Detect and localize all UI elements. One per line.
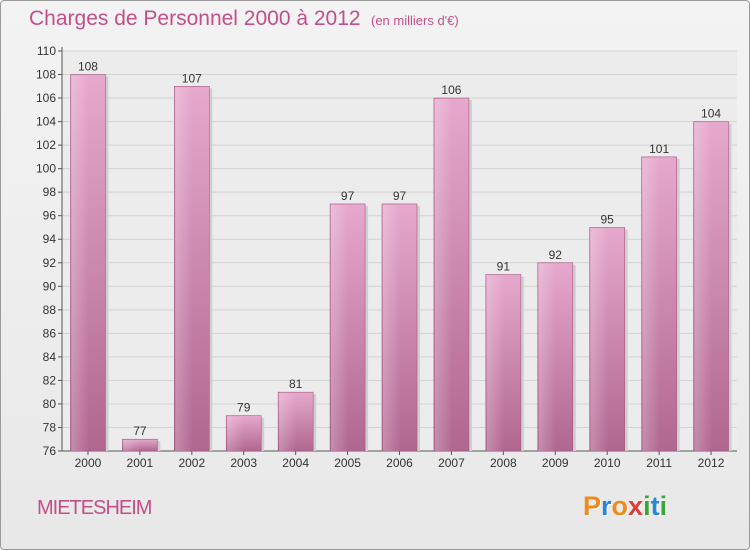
- y-tick-label: 82: [43, 373, 57, 387]
- logo-letter: r: [601, 491, 612, 521]
- proxiti-logo[interactable]: Proxiti: [583, 491, 667, 522]
- value-label-2001: 77: [133, 424, 147, 438]
- logo-letter: i: [659, 491, 668, 521]
- y-tick-label: 100: [36, 162, 56, 176]
- value-label-2000: 108: [78, 60, 98, 74]
- labels-layer: 108 2000 77 2001 107 2002 79 2003 81 2004 97 2005 97…: [75, 60, 725, 470]
- y-tick-label: 110: [37, 44, 56, 58]
- x-tick-label-2012: 2012: [698, 456, 725, 470]
- bar-highlight: [642, 157, 661, 451]
- y-tick-label: 78: [43, 420, 57, 434]
- value-label-2002: 107: [182, 71, 202, 85]
- logo-letter: P: [583, 491, 602, 521]
- x-tick-label-2002: 2002: [178, 456, 205, 470]
- bar-highlight: [486, 275, 505, 451]
- bar-highlight: [590, 228, 609, 451]
- value-label-2003: 79: [237, 401, 251, 415]
- value-label-2007: 106: [441, 83, 461, 97]
- x-tick-label-2004: 2004: [282, 456, 309, 470]
- value-label-2004: 81: [289, 377, 303, 391]
- bar-highlight: [123, 440, 141, 451]
- y-tick-label: 106: [36, 91, 56, 105]
- y-tick-label: 98: [43, 185, 57, 199]
- y-tick-label: 104: [36, 115, 56, 129]
- bar-highlight: [175, 87, 193, 451]
- x-tick-label-2011: 2011: [646, 456, 672, 470]
- x-tick-label-2003: 2003: [230, 456, 257, 470]
- bar-highlight: [279, 393, 297, 451]
- value-label-2010: 95: [601, 212, 615, 226]
- x-tick-label-2007: 2007: [438, 456, 465, 470]
- x-tick-label-2008: 2008: [490, 456, 517, 470]
- value-label-2011: 101: [649, 142, 669, 156]
- y-tick-label: 86: [43, 326, 57, 340]
- x-tick-label-2010: 2010: [594, 456, 621, 470]
- value-label-2009: 92: [549, 248, 563, 262]
- x-tick-label-2009: 2009: [542, 456, 569, 470]
- bars-layer: [70, 74, 732, 452]
- value-label-2008: 91: [497, 260, 511, 274]
- y-tick-label: 96: [43, 209, 57, 223]
- y-tick-label: 102: [36, 138, 56, 152]
- bar-highlight: [227, 416, 245, 451]
- y-tick-label: 92: [43, 256, 57, 270]
- y-tick-label: 88: [43, 303, 57, 317]
- bar-highlight: [383, 204, 401, 451]
- chart-title: Charges de Personnel 2000 à 2012: [29, 7, 361, 30]
- value-label-2005: 97: [341, 189, 355, 203]
- x-tick-label-2000: 2000: [75, 456, 102, 470]
- y-tick-label: 84: [43, 350, 57, 364]
- value-label-2012: 104: [701, 107, 721, 121]
- bar-highlight: [71, 75, 89, 451]
- commune-name: MIETESHEIM: [37, 497, 152, 519]
- bar-highlight: [331, 204, 349, 451]
- chart-subtitle: (en milliers d'€): [371, 13, 459, 28]
- y-tick-label: 94: [43, 232, 57, 246]
- y-tick-label: 90: [43, 279, 57, 293]
- x-tick-label-2001: 2001: [127, 456, 154, 470]
- logo-letter: o: [611, 491, 629, 521]
- logo-letter: x: [628, 491, 644, 521]
- x-tick-label-2005: 2005: [334, 456, 361, 470]
- bar-highlight: [434, 99, 453, 451]
- bar-highlight: [538, 263, 557, 451]
- y-tick-label: 76: [43, 444, 57, 458]
- x-tick-label-2006: 2006: [386, 456, 413, 470]
- logo-letter: t: [650, 491, 660, 521]
- value-label-2006: 97: [393, 189, 407, 203]
- y-tick-label: 108: [36, 68, 56, 82]
- logo-letter: i: [643, 491, 651, 521]
- y-tick-label: 80: [43, 397, 57, 411]
- bar-highlight: [694, 122, 713, 452]
